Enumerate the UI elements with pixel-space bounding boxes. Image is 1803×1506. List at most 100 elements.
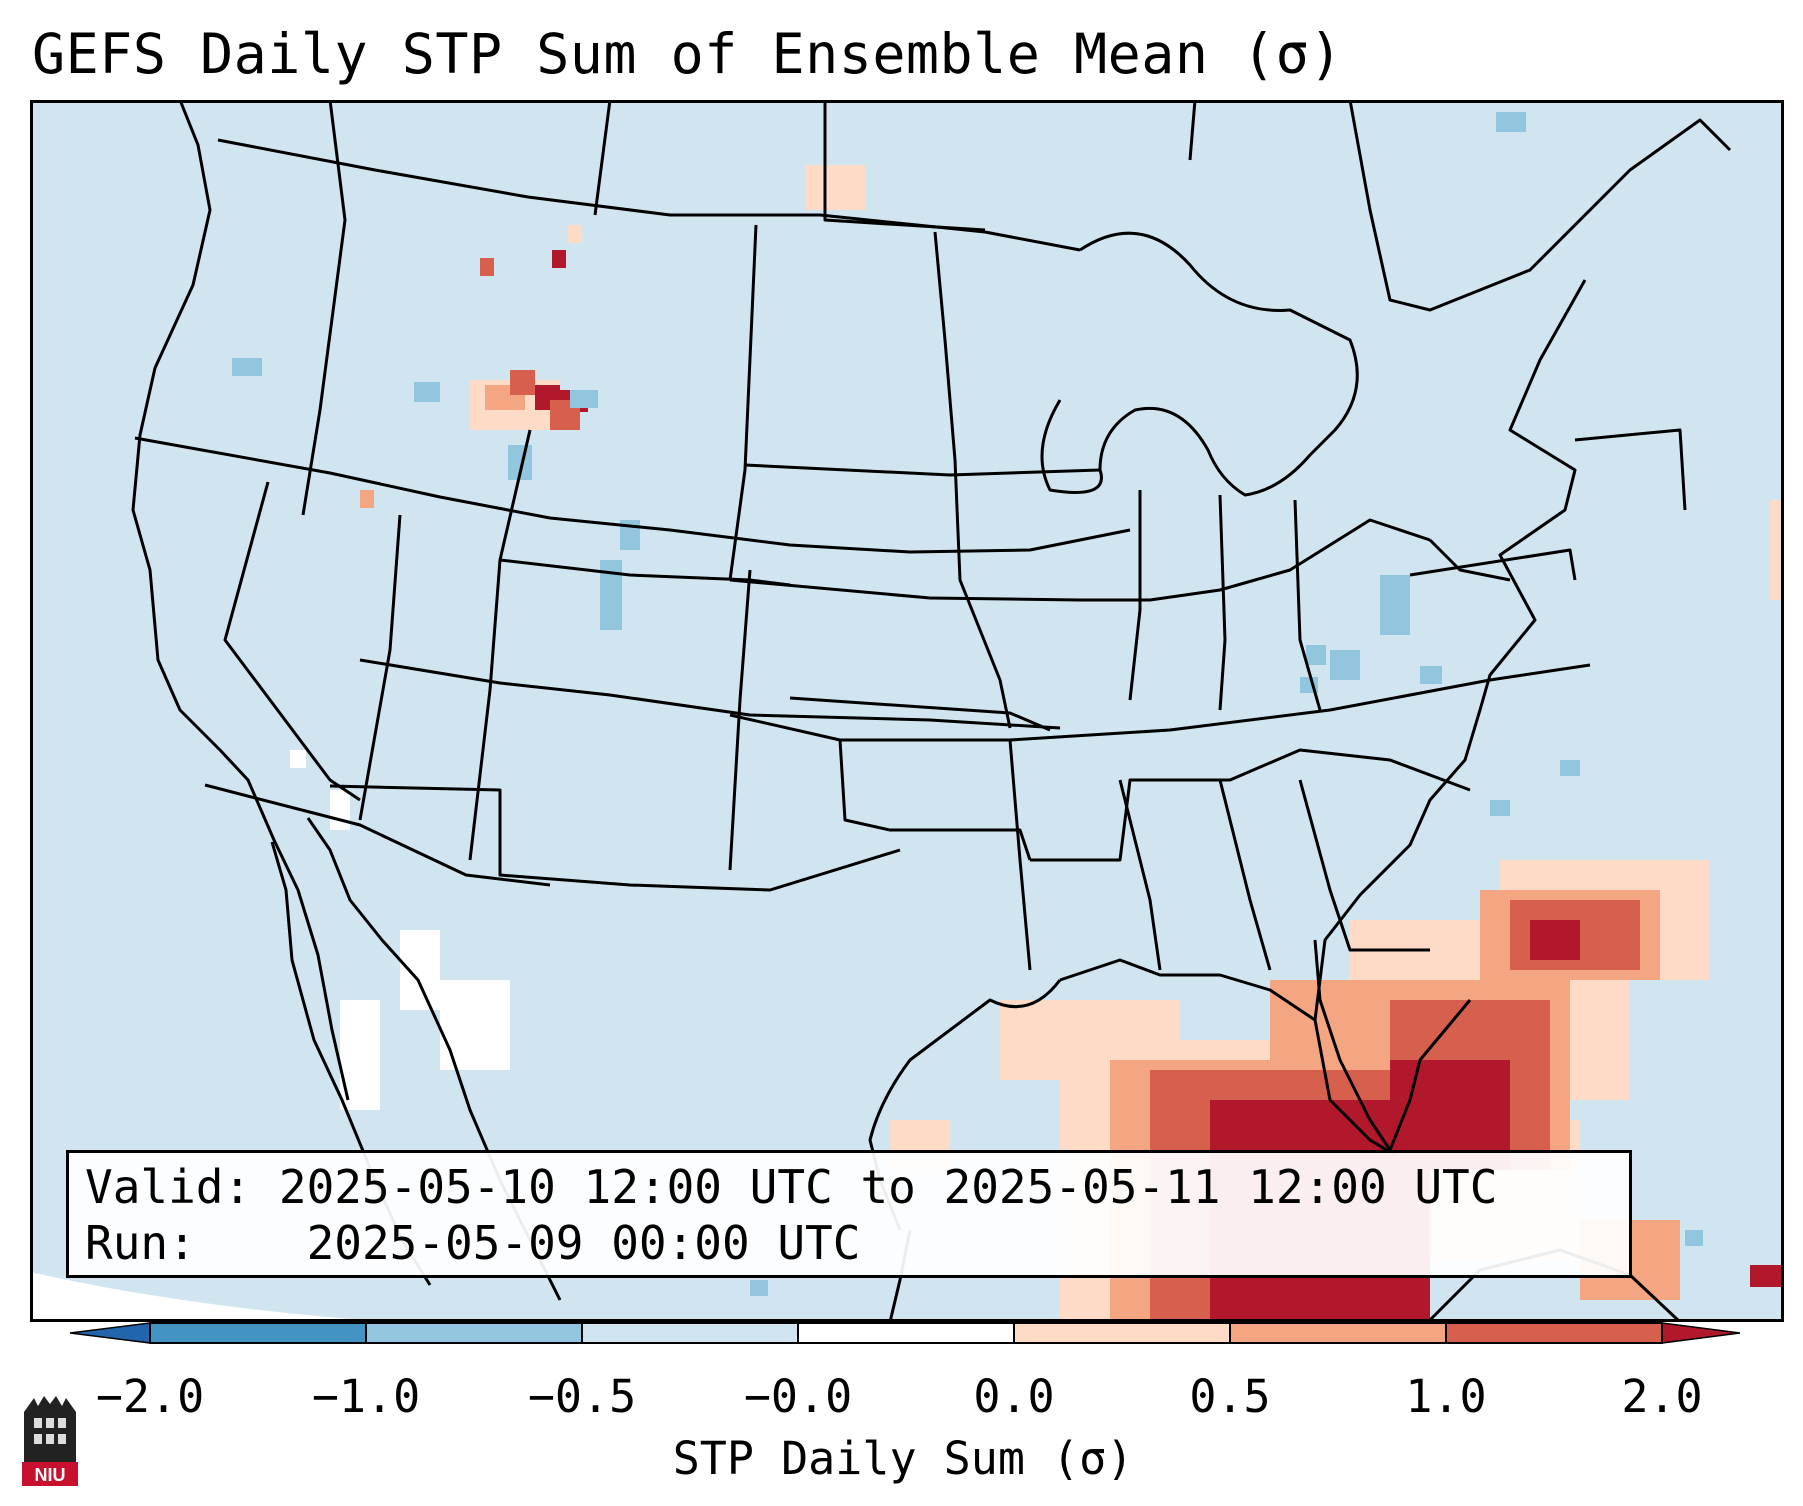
state-border [358, 514, 402, 821]
logo-badge [22, 1462, 78, 1486]
state-border [1080, 518, 1431, 602]
colorbar-tick-label: 0.5 [1189, 1370, 1271, 1423]
anomaly-cell [1420, 666, 1442, 684]
anomaly-cell [480, 258, 494, 276]
state-border [593, 100, 612, 216]
colorbar-label: STP Daily Sum (σ) [672, 1432, 1134, 1485]
anomaly-cell [1750, 1265, 1784, 1287]
hudson-line [1188, 100, 1197, 161]
state-border [728, 569, 752, 871]
anomaly-cell [805, 165, 865, 210]
anomaly-cell [510, 370, 535, 395]
west-coast [131, 100, 350, 1101]
state-borders [134, 100, 1687, 971]
state-border [1428, 538, 1511, 582]
state-border [729, 578, 1081, 602]
anomaly-cell [330, 790, 350, 830]
state-border [329, 784, 901, 892]
colorbar-tick-label: 1.0 [1405, 1370, 1487, 1423]
logo-window [46, 1434, 54, 1444]
map-corner-white [30, 1272, 390, 1322]
logo-window [34, 1418, 42, 1428]
anomaly-cell [570, 390, 598, 408]
anomaly-cell [290, 750, 306, 768]
logo-window [58, 1434, 66, 1444]
state-border [1293, 499, 1322, 711]
anomaly-cell [400, 930, 440, 1010]
run-value: 2025-05-09 00:00 UTC [306, 1216, 861, 1270]
neutral-cells [290, 750, 510, 1110]
anomaly-cell [750, 1280, 768, 1296]
colorbar [70, 1322, 1740, 1344]
gulf-coast [868, 979, 1062, 1231]
state-border [1574, 428, 1687, 511]
anomaly-cell [1330, 650, 1360, 680]
anomaly-cell [414, 382, 440, 402]
state-border [1118, 779, 1162, 971]
anomaly-cell [1685, 1230, 1703, 1246]
colorbar-bin [1230, 1323, 1446, 1343]
state-border [823, 100, 986, 232]
chart-title: GEFS Daily STP Sum of Ensemble Mean (σ) [32, 22, 1343, 86]
anomaly-cell [1530, 920, 1580, 960]
colorbar-bin [582, 1323, 798, 1343]
east-coast [1313, 279, 1587, 1157]
colorbar-bin [1446, 1323, 1662, 1343]
state-border [1218, 779, 1272, 971]
stp-map [30, 100, 1784, 1322]
state-border [1030, 748, 1471, 862]
state-border [204, 783, 551, 887]
anomaly-cell [440, 980, 510, 1070]
colorbar-under-triangle [70, 1322, 151, 1344]
anomaly-cell [360, 490, 374, 508]
valid-label: Valid: [85, 1160, 252, 1214]
state-border [1298, 779, 1430, 952]
anomaly-cell [1496, 112, 1526, 132]
logo-text: NIU [35, 1465, 66, 1485]
logo-window [46, 1418, 54, 1428]
colorbar-tick-label: 0.0 [973, 1370, 1055, 1423]
state-border [301, 100, 347, 516]
anomaly-cell [1490, 800, 1510, 816]
state-border [744, 463, 1101, 477]
canada-us-border [217, 138, 1081, 252]
state-border [728, 224, 758, 581]
logo-window [34, 1434, 42, 1444]
valid-value: 2025-05-10 12:00 UTC to 2025-05-11 12:00… [278, 1160, 1498, 1214]
anomaly-cell [600, 560, 622, 630]
valid-run-info-box: Valid: 2025-05-10 12:00 UTC to 2025-05-1… [66, 1150, 1632, 1278]
colorbar-tick-label: −0.0 [743, 1370, 853, 1423]
state-border [1128, 490, 1142, 701]
niu-logo: NIU [22, 1396, 78, 1486]
colorbar-tick-label: −2.0 [95, 1370, 205, 1423]
florida-peninsula [1313, 939, 1472, 1152]
state-border [359, 658, 1061, 730]
negative-anomaly-cells [232, 112, 1703, 1296]
colorbar-bin [1014, 1323, 1230, 1343]
anomaly-cell [1560, 760, 1580, 776]
colorbar-bin [798, 1323, 1014, 1343]
anomaly-cell [1306, 645, 1326, 665]
state-border [1008, 739, 1032, 971]
state-border [838, 739, 1032, 861]
logo-tower-shape [24, 1396, 76, 1462]
great-lakes-outline [1040, 231, 1359, 497]
gulf-coast-east [1059, 958, 1316, 1022]
colorbar-tick-label: 2.0 [1621, 1370, 1703, 1423]
colorbar-bin [366, 1323, 582, 1343]
canada-east [1348, 100, 1732, 312]
run-label: Run: [85, 1216, 196, 1270]
anomaly-cell [232, 358, 262, 376]
colorbar-tick-label: −0.5 [527, 1370, 637, 1423]
anomaly-cell [568, 225, 582, 243]
map-frame [30, 100, 1784, 1322]
state-border [789, 696, 1051, 732]
state-border [1218, 494, 1227, 711]
state-border [933, 231, 1012, 729]
colorbar-over-triangle [1661, 1322, 1740, 1344]
anomaly-cell [552, 250, 566, 268]
state-border [134, 436, 1131, 554]
state-border [223, 481, 361, 802]
state-border [1409, 548, 1577, 581]
state-border [468, 559, 502, 861]
